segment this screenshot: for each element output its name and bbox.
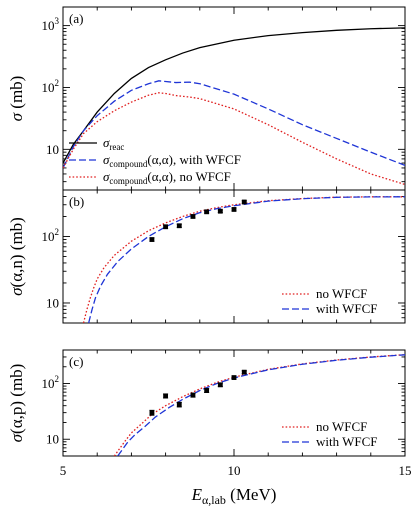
x-tick-label: 10 <box>228 463 241 478</box>
series-group <box>63 27 405 186</box>
y-tick-label: 10 <box>46 432 59 447</box>
data-point <box>149 410 155 416</box>
y-axis-label: σ(α,p) (mb) <box>7 364 26 443</box>
series-line-0 <box>63 27 405 164</box>
data-point <box>190 392 196 398</box>
series-group <box>113 354 405 456</box>
data-point <box>204 209 210 215</box>
panel-tag: (c) <box>69 354 83 369</box>
legend-label: no WFCF <box>316 419 367 434</box>
y-tick-label: 10 <box>46 295 59 310</box>
legend-label: with WFCF <box>316 434 378 449</box>
panel-tag: (b) <box>69 194 84 209</box>
data-point <box>204 388 210 393</box>
data-point <box>241 369 247 375</box>
data-point <box>176 402 182 407</box>
data-point <box>231 207 237 212</box>
x-tick-label: 5 <box>60 463 67 478</box>
y-tick-label: 102 <box>42 227 60 244</box>
legend-label: σreac <box>103 135 124 152</box>
data-point <box>231 375 237 380</box>
legend-label: with WFCF <box>316 301 378 316</box>
data-point <box>241 199 247 205</box>
legend-label: σcompound(α,α), no WFCF <box>103 169 231 186</box>
data-point <box>217 382 223 388</box>
series-group <box>82 196 405 323</box>
data-point <box>190 214 196 219</box>
data-points <box>149 369 247 416</box>
series-line-2 <box>63 92 405 186</box>
panel-tag: (a) <box>69 11 83 26</box>
x-axis: 5 10 15 Eα,lab (MeV) <box>60 463 412 507</box>
data-point <box>149 237 155 242</box>
data-point <box>217 208 223 214</box>
y-tick-label: 102 <box>42 374 60 391</box>
x-axis-label: Eα,lab (MeV) <box>191 485 277 507</box>
y-axis-label: σ (mb) <box>7 76 26 122</box>
y-tick-label: 10 <box>46 142 59 157</box>
data-point <box>163 224 168 230</box>
x-tick-label: 15 <box>399 463 412 478</box>
series-line-0 <box>82 196 405 323</box>
legend-label: no WFCF <box>316 286 367 301</box>
y-axis-label: σ(α,n) (mb) <box>7 217 26 296</box>
series-line-1 <box>63 80 405 169</box>
data-point <box>176 223 182 229</box>
y-tick-label: 102 <box>42 78 60 95</box>
series-line-0 <box>113 354 405 456</box>
data-point <box>163 393 168 399</box>
series-line-1 <box>117 354 405 456</box>
data-points <box>149 199 247 242</box>
series-line-1 <box>88 196 405 323</box>
y-tick-label: 103 <box>42 16 60 33</box>
legend-label: σcompound(α,α), with WFCF <box>103 152 241 169</box>
